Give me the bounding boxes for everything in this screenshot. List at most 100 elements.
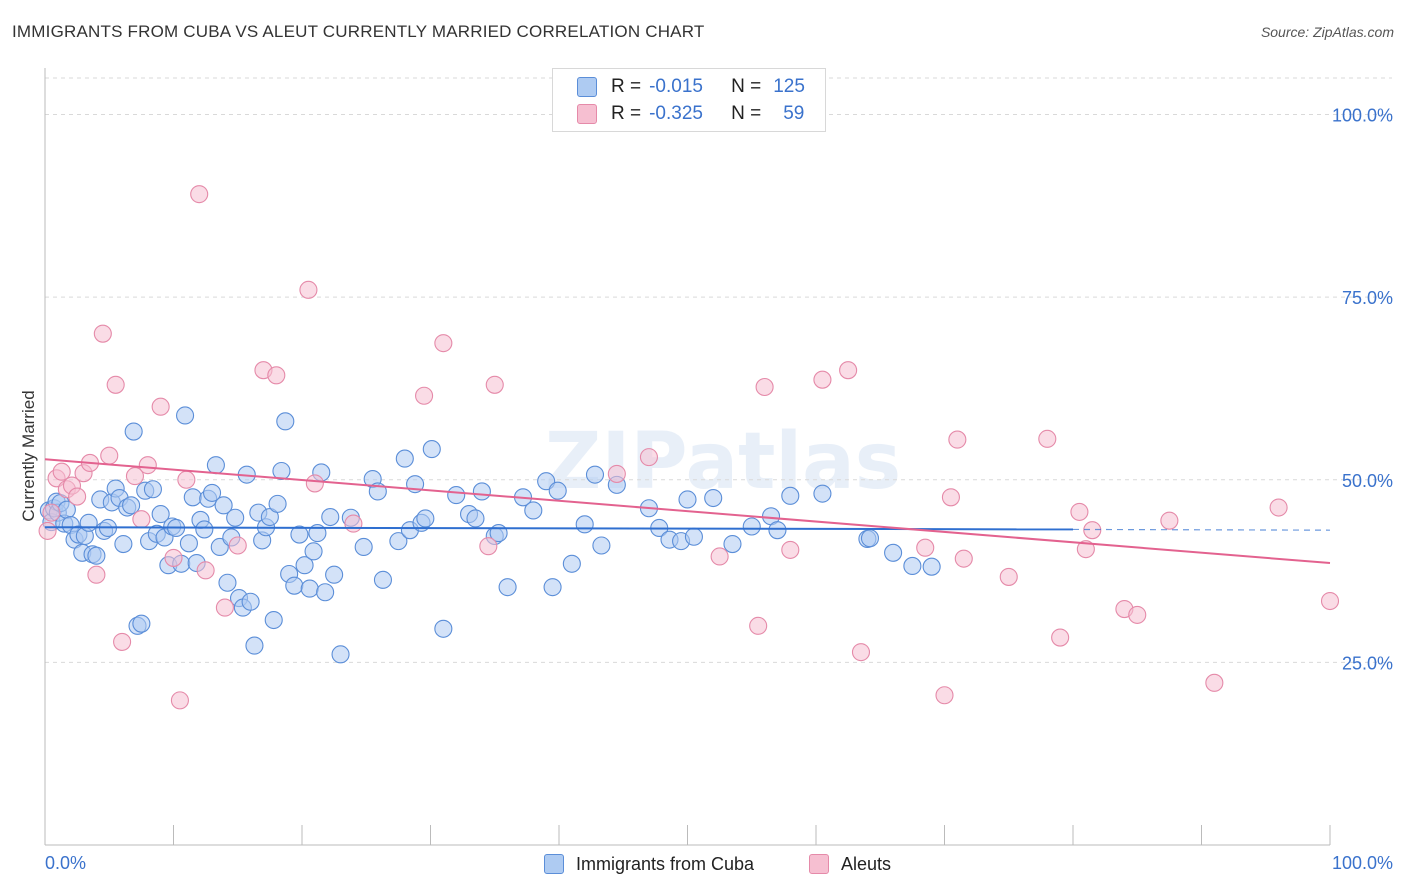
cuba-point (268, 494, 287, 513)
aleut-point (935, 686, 954, 705)
aleut-point (755, 377, 774, 397)
aleut-point (113, 632, 132, 651)
cuba-point (678, 490, 697, 509)
aleut-point (164, 548, 183, 567)
aleut-point (106, 375, 125, 394)
y-tick-label: 75.0% (1342, 288, 1393, 308)
aleut-point (138, 456, 157, 475)
cuba-point (245, 636, 264, 655)
bottom-legend-cuba: Immigrants from Cuba (544, 852, 754, 876)
cuba-point (575, 515, 594, 534)
bottom-legend-label: Immigrants from Cuba (576, 853, 755, 874)
legend-r-value: -0.325 (649, 103, 703, 124)
cuba-point (218, 573, 237, 592)
aleut-point (607, 464, 626, 483)
legend-r-value: -0.015 (649, 76, 703, 97)
cuba-point (226, 508, 245, 527)
aleut-point (52, 462, 71, 481)
cuba-point (704, 488, 723, 508)
cuba-point (206, 456, 225, 475)
legend-n-value: 125 (773, 76, 805, 97)
aleut-point (151, 397, 170, 416)
cuba-point (124, 422, 143, 441)
legend-n-label: N = (731, 103, 762, 124)
y-tick-label: 50.0% (1342, 471, 1393, 491)
cuba-point (543, 578, 562, 597)
cuba-point (813, 484, 832, 503)
cuba-point (416, 509, 435, 528)
aleut-point (954, 549, 973, 568)
cuba-trendline-extension (1072, 528, 1331, 531)
aleut-point (813, 370, 832, 389)
x-tick-label: 100.0% (1332, 853, 1393, 873)
aleut-point (749, 616, 768, 635)
cuba-point (548, 481, 567, 500)
cuba-point (179, 534, 198, 553)
cuba-point (214, 496, 233, 515)
cuba-point (498, 578, 517, 597)
cuba-point (524, 501, 543, 520)
cuba-point (321, 507, 340, 527)
cuba-point (373, 570, 393, 589)
bottom-legend-label: Aleuts (841, 853, 892, 874)
x-tick-label: 0.0% (45, 853, 86, 873)
legend-r-label: R = (611, 103, 642, 124)
aleut-point (305, 474, 324, 493)
legend-swatch-blue (544, 854, 564, 874)
cuba-point (472, 482, 491, 501)
aleut-point (100, 446, 119, 465)
aleut-point (215, 598, 234, 617)
aleut-point (1083, 521, 1102, 540)
watermark: ZIPatlas (545, 417, 901, 507)
cuba-point (922, 557, 941, 576)
cuba-point (79, 513, 98, 532)
aleut-point (1320, 591, 1340, 611)
aleut-point (781, 540, 800, 559)
cuba-point (87, 546, 106, 565)
y-tick-label: 25.0% (1342, 653, 1393, 673)
aleut-point (1051, 628, 1070, 647)
aleut-point (1070, 502, 1089, 521)
legend-row-aleuts: R = -0.325 N = 59 (577, 102, 804, 126)
aleut-point (190, 185, 209, 204)
aleut-point (68, 487, 87, 506)
cuba-point (290, 525, 309, 544)
aleut-point (839, 361, 858, 380)
cuba-point (295, 556, 314, 575)
aleut-point (1076, 540, 1095, 559)
aleut-point (639, 448, 659, 467)
aleut-point (710, 547, 729, 566)
aleut-point (299, 280, 318, 299)
cuba-point (768, 521, 787, 540)
cuba-point (241, 592, 260, 611)
aleut-point (267, 366, 286, 385)
chart-title: IMMIGRANTS FROM CUBA VS ALEUT CURRENTLY … (12, 22, 705, 41)
cuba-point (304, 542, 323, 561)
aleut-point (851, 643, 871, 662)
stats-legend: R = -0.015 N = 125 R = -0.325 N = 59 (552, 68, 826, 132)
aleut-point (941, 488, 960, 507)
aleut-point (228, 536, 247, 555)
aleut-point (948, 430, 967, 449)
aleut-point (125, 467, 144, 486)
cuba-point (903, 556, 922, 576)
cuba-point (562, 554, 581, 573)
aleut-point (479, 537, 498, 556)
cuba-point (114, 534, 133, 554)
cuba-point (276, 412, 295, 431)
cuba-point (884, 543, 903, 562)
legend-n-value: 59 (783, 103, 805, 124)
cuba-point (447, 486, 466, 505)
cuba-point (422, 440, 441, 459)
cuba-point (176, 406, 195, 425)
aleut-point (42, 503, 61, 522)
aleut-point (434, 334, 453, 353)
cuba-point (183, 488, 202, 507)
cuba-point (354, 537, 373, 557)
aleut-point (177, 470, 196, 489)
cuba-point (860, 529, 880, 548)
cuba-point (300, 579, 319, 598)
cuba-point (308, 524, 327, 543)
legend-row-cuba: R = -0.015 N = 125 (577, 75, 805, 99)
